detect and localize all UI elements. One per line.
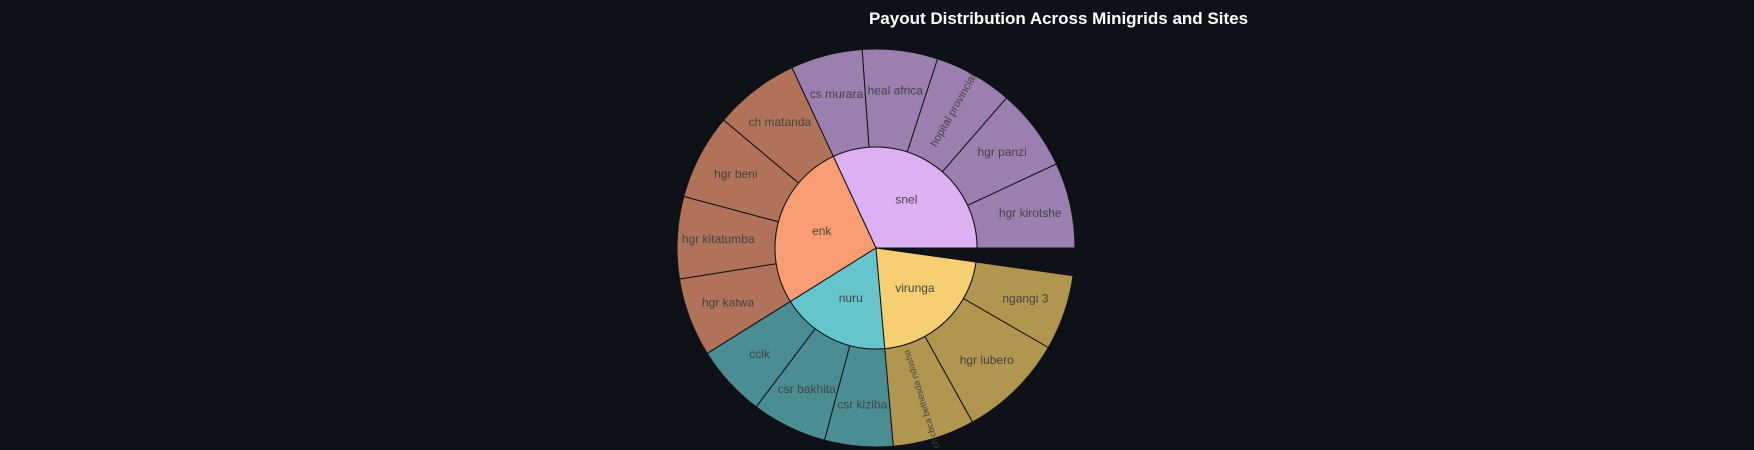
outer-label-cclk: cclk	[749, 347, 771, 361]
chart-title: Payout Distribution Across Minigrids and…	[868, 9, 1249, 28]
outer-label-hgr-lubero: hgr lubero	[960, 353, 1014, 367]
outer-label-ngangi-3: ngangi 3	[1002, 292, 1048, 306]
outer-label-hgr-kirotshe: hgr kirotshe	[999, 206, 1062, 220]
inner-slice-snel[interactable]	[832, 146, 978, 249]
inner-label-nuru: nuru	[839, 291, 863, 305]
inner-slice-enk[interactable]	[774, 155, 877, 303]
inner-slice-virunga[interactable]	[875, 247, 977, 350]
outer-ring	[676, 48, 1076, 448]
outer-label-heal-africa: heal africa	[868, 83, 924, 97]
inner-label-snel: snel	[895, 192, 917, 206]
outer-label-ch-matanda: ch matanda	[748, 115, 811, 129]
outer-label-hgr-katwa: hgr katwa	[702, 296, 754, 310]
outer-label-csr-kiziba: csr kiziba	[837, 398, 887, 412]
inner-label-virunga: virunga	[895, 281, 935, 295]
outer-label-csr-bakhita: csr bakhita	[778, 382, 836, 396]
outer-label-hgr-beni: hgr beni	[714, 167, 757, 181]
outer-label-cs-murara: cs murara	[810, 87, 864, 101]
outer-label-hgr-kitatumba: hgr kitatumba	[682, 232, 755, 246]
inner-label-enk: enk	[812, 224, 832, 238]
inner-ring	[774, 146, 978, 350]
outer-label-hgr-panzi: hgr panzi	[977, 145, 1026, 159]
inner-slice-nuru[interactable]	[789, 247, 886, 350]
